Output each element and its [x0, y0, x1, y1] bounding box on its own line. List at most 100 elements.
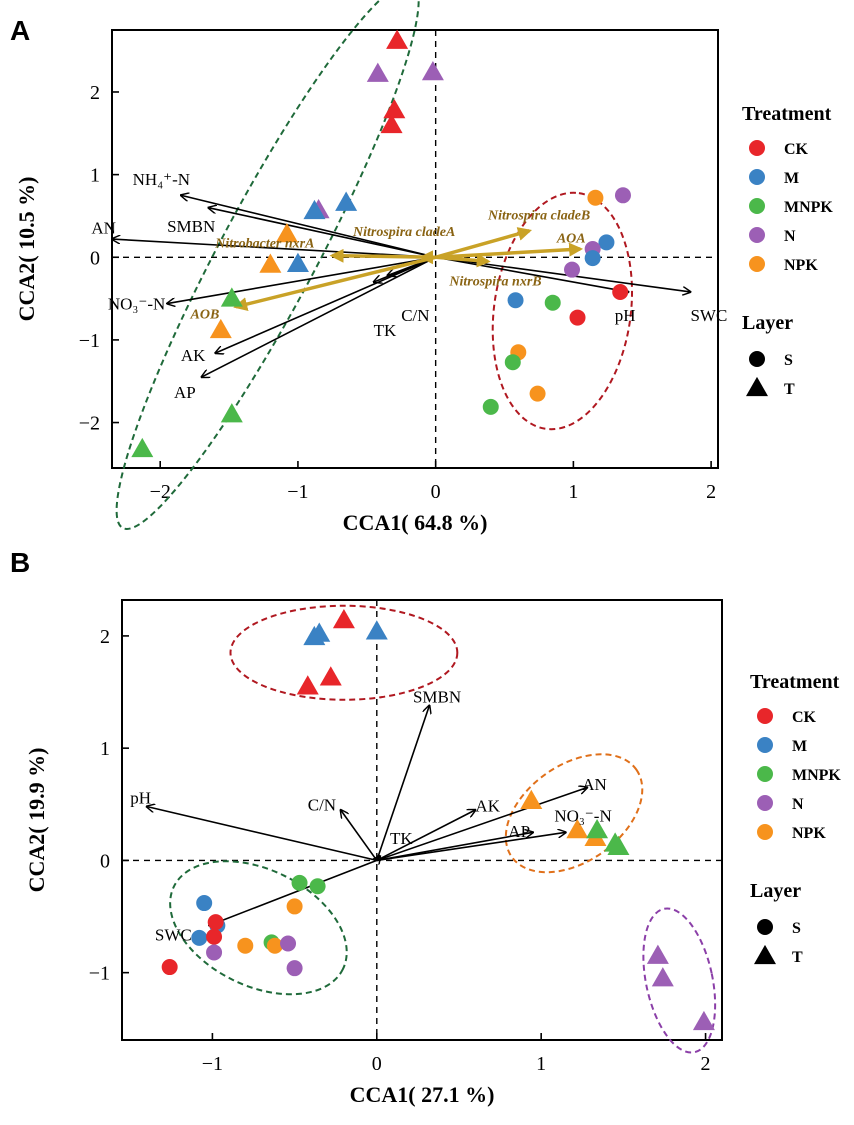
- species-label-nitrobacter-nxra: Nitrobacter nxrA: [214, 236, 314, 251]
- point-ck-s: [207, 914, 224, 931]
- x-tick-label: −1: [202, 1053, 223, 1075]
- env-vector-swc: [209, 859, 378, 925]
- point-n-s: [286, 960, 303, 977]
- legend-treatment-title: Treatment: [750, 671, 840, 693]
- legend-layer-s: S: [784, 352, 793, 369]
- point-n-s: [206, 944, 223, 961]
- point-n-t: [421, 60, 444, 81]
- env-vector-ak: [215, 256, 436, 353]
- legend-swatch-mnpk: [757, 766, 773, 782]
- point-mnpk-t: [131, 437, 154, 458]
- y-axis-label: CCA2( 19.9 %): [24, 748, 49, 893]
- point-n-s: [614, 187, 631, 204]
- x-tick-label: −1: [287, 481, 308, 503]
- point-m-t: [308, 622, 331, 642]
- point-npk-s: [237, 937, 254, 954]
- y-tick-label: 2: [100, 626, 110, 648]
- legend-treatment-title: Treatment: [742, 103, 832, 125]
- env-vector-ak: [376, 810, 476, 862]
- plot-area-a: −2 −1 0 1 2 −2 −1 0 1 2 CCA1( 64.8 %) CCA2( 10.5 %)…: [14, 0, 727, 535]
- point-ck-t: [319, 666, 342, 686]
- panel-letter-b: B: [10, 547, 30, 578]
- panel-a: A −2 −1 0 1 2 −2 −1 0 1 2 CCA1( 64.8 %) CCA2( 10.5 …: [10, 0, 727, 535]
- env-label-ak: AK: [181, 346, 206, 365]
- legend-a: Treatment CK M MNPK N NPK Layer ST: [742, 103, 833, 398]
- env-label-ph: pH: [130, 789, 151, 808]
- legend-swatch-ck: [757, 708, 773, 724]
- env-label-ap: AP: [508, 822, 530, 841]
- species-vector-nitrobacter-nxra: [329, 248, 436, 263]
- legend-swatch-m: [757, 737, 773, 753]
- point-npk-s: [587, 189, 604, 206]
- species-label-nitrospira-cladeb: Nitrospira cladeB: [487, 208, 590, 223]
- panel-letter-a: A: [10, 15, 30, 46]
- env-label-ph: pH: [615, 306, 636, 325]
- env-label-c-n: C/N: [308, 795, 336, 814]
- point-mnpk-t: [220, 287, 243, 307]
- point-mnpk-s: [291, 874, 308, 891]
- point-npk-t: [520, 789, 543, 810]
- env-label-an: AN: [91, 219, 116, 238]
- legend-shape-circle: [749, 351, 765, 367]
- legend-swatch-npk: [749, 256, 765, 272]
- y-tick-label: 2: [90, 82, 100, 104]
- legend-label-ck: CK: [784, 141, 809, 158]
- point-m-t: [303, 199, 326, 220]
- species-vector-aoa: [435, 242, 584, 260]
- point-m-t: [365, 620, 388, 640]
- point-m-s: [507, 292, 524, 309]
- plot-frame: [111, 29, 719, 469]
- point-npk-t: [275, 222, 298, 243]
- species-vector-nitrospira-nxrb: [435, 253, 491, 268]
- point-m-t: [335, 191, 358, 211]
- env-label-nh-n: NH₄⁺-N: [133, 170, 190, 189]
- env-vector-ph: [435, 256, 629, 292]
- env-vector-ph: [147, 807, 377, 862]
- plot-frame: [121, 599, 723, 1041]
- env-vector-no-n: [376, 832, 566, 862]
- x-tick-label: 1: [536, 1053, 546, 1075]
- point-ck-t: [380, 113, 403, 134]
- group-ellipse-orange: [504, 753, 644, 874]
- y-tick-label: −1: [79, 330, 100, 352]
- env-vector-ap: [376, 832, 533, 862]
- x-tick-label: 1: [568, 481, 578, 503]
- legend-swatch-m: [749, 169, 765, 185]
- species-label-aob: AOB: [190, 307, 220, 322]
- point-m-t: [286, 252, 309, 272]
- species-vector-nitrospira-cladeb: [435, 227, 533, 259]
- point-ck-s: [569, 309, 586, 326]
- y-tick-label: 0: [100, 850, 110, 872]
- point-m-s: [196, 895, 213, 912]
- legend-label-npk: NPK: [792, 825, 826, 842]
- point-npk-s: [286, 898, 303, 915]
- point-mnpk-s: [482, 398, 499, 415]
- point-ck-t: [296, 675, 319, 695]
- legend-shape-circle: [757, 919, 773, 935]
- point-mnpk-t: [220, 403, 243, 423]
- point-ck-t: [386, 29, 409, 49]
- species-vector-aob: [233, 255, 437, 311]
- legend-label-m: M: [784, 170, 799, 187]
- point-n-t: [692, 1010, 715, 1031]
- env-vector-smbn: [376, 706, 430, 861]
- y-axis-label: CCA2( 10.5 %): [14, 177, 39, 322]
- x-axis-label: CCA1( 64.8 %): [343, 510, 488, 535]
- env-label-ak: AK: [475, 796, 500, 815]
- x-tick-label: 2: [706, 481, 716, 503]
- env-label-tk: TK: [374, 321, 397, 340]
- env-label-smbn: SMBN: [413, 688, 461, 707]
- legend-label-ck: CK: [792, 709, 817, 726]
- point-m-s: [598, 234, 615, 251]
- env-vector-smbn: [208, 208, 436, 259]
- group-ellipse-purple: [642, 907, 717, 1054]
- x-axis-label: CCA1( 27.1 %): [350, 1082, 495, 1107]
- point-mnpk-s: [504, 354, 521, 371]
- species-label-nitrospira-nxrb: Nitrospira nxrB: [448, 274, 541, 289]
- y-tick-label: −2: [79, 413, 100, 435]
- legend-swatch-n: [757, 795, 773, 811]
- legend-layer-s: S: [792, 920, 801, 937]
- point-npk-t: [209, 318, 232, 339]
- env-vector-an: [376, 787, 587, 862]
